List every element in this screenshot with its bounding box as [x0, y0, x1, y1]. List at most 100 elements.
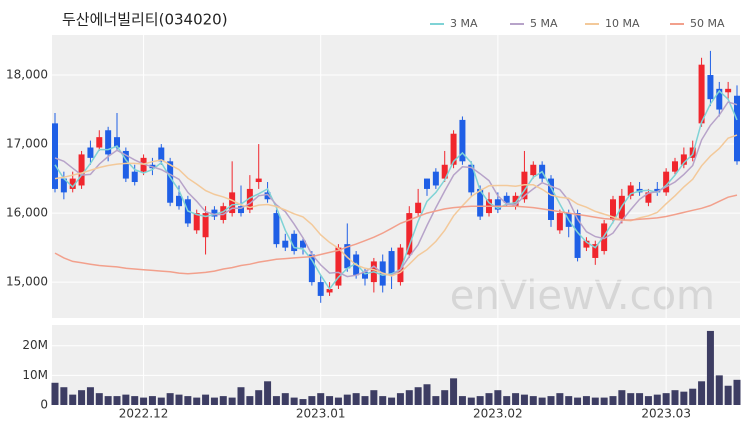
candle-body — [716, 88, 723, 110]
watermark: enViewV.com — [450, 273, 715, 319]
volume-bar — [689, 388, 697, 405]
candle-body — [308, 254, 315, 283]
volume-bar — [361, 396, 369, 405]
volume-bar — [281, 393, 289, 405]
volume-panel — [52, 325, 740, 405]
volume-bar — [485, 393, 493, 405]
candle-body — [503, 195, 510, 203]
volume-bar — [193, 397, 201, 405]
candle-body — [468, 164, 475, 193]
candle-body — [432, 171, 439, 186]
volume-bar — [671, 390, 679, 405]
volume-bar — [653, 394, 661, 405]
volume-bar — [237, 387, 245, 405]
volume-bar — [255, 390, 263, 405]
candle-body — [627, 185, 634, 196]
volume-bar — [166, 393, 174, 405]
volume-bar — [219, 396, 227, 405]
candle-body — [193, 213, 200, 231]
volume-bar — [308, 396, 316, 405]
candle-body — [273, 213, 280, 245]
ma-line — [54, 194, 738, 275]
candle-body — [202, 213, 209, 238]
candle-body — [441, 164, 448, 179]
candle-body — [610, 199, 616, 220]
volume-bar — [512, 393, 520, 405]
candle-body — [592, 244, 599, 258]
volume-bar — [724, 385, 732, 405]
volume-bar — [157, 397, 165, 405]
candle-body — [122, 150, 129, 179]
volume-bar — [520, 394, 528, 405]
volume-bar — [733, 379, 741, 405]
volume-bar — [184, 396, 192, 405]
candle-body — [167, 161, 174, 203]
candle-body — [60, 178, 67, 193]
volume-bar — [148, 396, 156, 405]
volume-bar — [591, 397, 599, 405]
volume-bar — [698, 381, 706, 405]
volume-bar — [290, 397, 298, 405]
legend-label: 50 MA — [690, 17, 725, 30]
volume-bar — [95, 393, 103, 405]
volume-bar — [423, 384, 431, 405]
volume-bar — [414, 387, 422, 405]
volume-bar — [264, 381, 272, 405]
candle-body — [707, 75, 714, 100]
candle-body — [450, 133, 457, 165]
candle-body — [264, 192, 271, 200]
y-tick-label: 10M — [22, 368, 48, 382]
volume-bar — [636, 393, 644, 405]
volume-bar — [113, 396, 121, 405]
volume-bar — [618, 390, 626, 405]
candle-body — [300, 240, 306, 248]
candle-body — [326, 289, 333, 293]
candle-body — [406, 213, 413, 255]
volume-bar — [396, 393, 404, 405]
x-tick-label: 2022.12 — [119, 407, 169, 421]
volume-bar — [680, 391, 688, 405]
candle-body — [530, 164, 537, 176]
volume-bar — [352, 393, 360, 405]
candle-body — [114, 137, 120, 148]
candle-body — [415, 202, 422, 214]
volume-bar — [388, 397, 396, 405]
candle-body — [52, 123, 58, 189]
legend-label: 5 MA — [530, 17, 558, 30]
candle-body — [663, 171, 670, 193]
candle-body — [725, 88, 732, 93]
candle-body — [654, 188, 661, 193]
volume-bar — [582, 396, 590, 405]
candle-body — [131, 171, 138, 183]
candle-body — [734, 95, 740, 162]
candle-body — [574, 213, 581, 258]
volume-bar — [450, 378, 458, 405]
volume-bar — [343, 394, 351, 405]
candle-body — [255, 178, 262, 183]
candle-body — [459, 119, 466, 162]
volume-bar — [715, 375, 723, 405]
y-tick-label: 17,000 — [6, 137, 48, 151]
volume-bar — [317, 393, 325, 405]
volume-bar — [51, 382, 59, 405]
candle-body — [645, 192, 652, 203]
volume-bar — [644, 396, 652, 405]
volume-bar — [122, 394, 130, 405]
volume-bar — [228, 397, 236, 405]
candle-body — [548, 178, 554, 220]
volume-bar — [574, 397, 582, 405]
candle-body — [291, 233, 298, 252]
candle-body — [69, 178, 76, 189]
volume-bar — [175, 394, 183, 405]
volume-bar — [706, 330, 714, 405]
candle-body — [424, 178, 430, 189]
candle-body — [229, 192, 236, 214]
volume-bar — [60, 387, 68, 405]
volume-bar — [326, 396, 334, 405]
volume-bar — [202, 394, 210, 405]
candle-body — [556, 213, 563, 231]
volume-bar — [370, 390, 378, 405]
x-tick-label: 2023.01 — [296, 407, 346, 421]
volume-bar — [494, 390, 502, 405]
